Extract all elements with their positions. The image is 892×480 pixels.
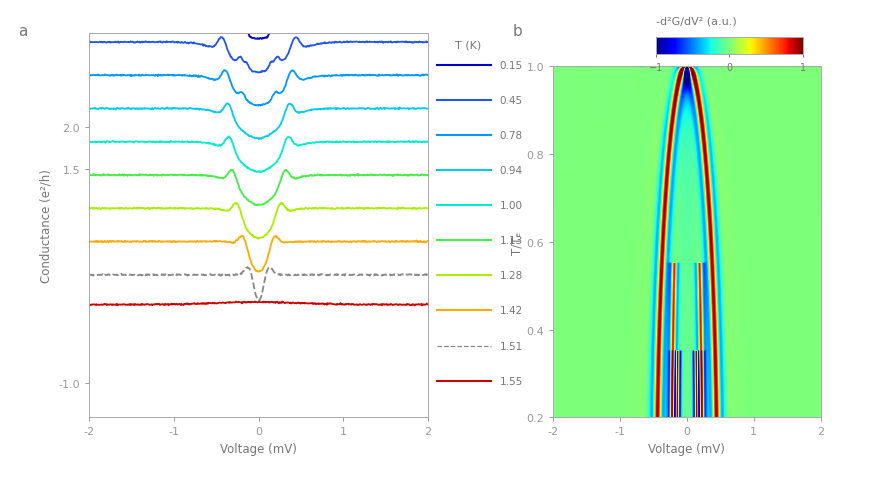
Text: 1.42: 1.42 xyxy=(500,306,523,316)
Text: 0.45: 0.45 xyxy=(500,96,523,106)
Text: 1.00: 1.00 xyxy=(500,201,523,211)
Text: b: b xyxy=(513,24,523,39)
Text: 1.55: 1.55 xyxy=(500,376,523,386)
Text: 0.94: 0.94 xyxy=(500,166,523,176)
Y-axis label: T/Tₑ: T/Tₑ xyxy=(510,231,524,254)
Y-axis label: Conductance (e²/h): Conductance (e²/h) xyxy=(40,169,53,282)
Text: 0.78: 0.78 xyxy=(500,131,523,141)
X-axis label: Voltage (mV): Voltage (mV) xyxy=(220,442,297,455)
Text: 1.13: 1.13 xyxy=(500,236,523,246)
Text: 1.51: 1.51 xyxy=(500,341,523,351)
Text: a: a xyxy=(18,24,28,39)
X-axis label: Voltage (mV): Voltage (mV) xyxy=(648,442,725,455)
Text: T (K): T (K) xyxy=(455,41,481,51)
Text: -d²G/dV² (a.u.): -d²G/dV² (a.u.) xyxy=(656,16,737,26)
Text: 1.28: 1.28 xyxy=(500,271,523,281)
Text: 0.15: 0.15 xyxy=(500,60,523,71)
